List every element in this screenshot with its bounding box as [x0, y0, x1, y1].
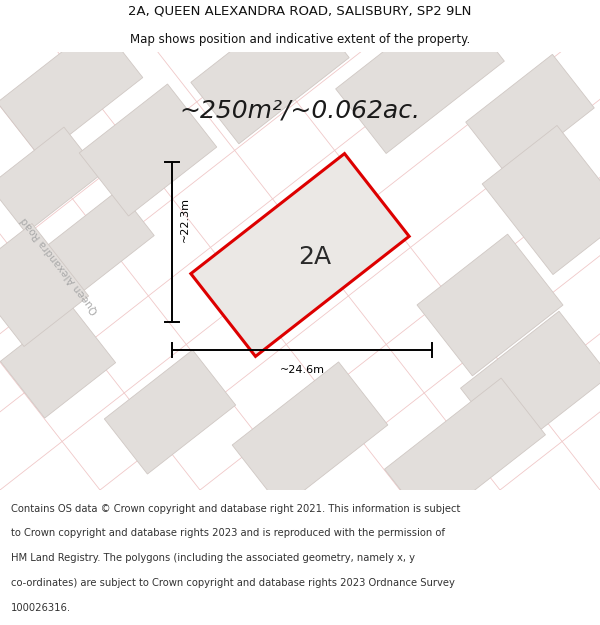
- Polygon shape: [482, 126, 600, 274]
- Text: Map shows position and indicative extent of the property.: Map shows position and indicative extent…: [130, 32, 470, 46]
- Text: ~22.3m: ~22.3m: [180, 197, 190, 242]
- Text: 2A: 2A: [298, 245, 332, 269]
- Polygon shape: [335, 0, 505, 154]
- Text: Queen Alexandra Road: Queen Alexandra Road: [19, 215, 101, 315]
- Text: 2A, QUEEN ALEXANDRA ROAD, SALISBURY, SP2 9LN: 2A, QUEEN ALEXANDRA ROAD, SALISBURY, SP2…: [128, 5, 472, 18]
- Text: ~250m²/~0.062ac.: ~250m²/~0.062ac.: [179, 98, 421, 122]
- Polygon shape: [1, 306, 116, 418]
- Text: co-ordinates) are subject to Crown copyright and database rights 2023 Ordnance S: co-ordinates) are subject to Crown copyr…: [11, 578, 455, 588]
- Polygon shape: [104, 350, 236, 474]
- Polygon shape: [79, 84, 217, 216]
- Text: ~24.6m: ~24.6m: [280, 365, 325, 375]
- Polygon shape: [0, 127, 101, 233]
- Polygon shape: [417, 234, 563, 376]
- Polygon shape: [0, 22, 143, 158]
- Polygon shape: [461, 311, 600, 452]
- Polygon shape: [191, 154, 409, 356]
- Text: HM Land Registry. The polygons (including the associated geometry, namely x, y: HM Land Registry. The polygons (includin…: [11, 554, 415, 564]
- Text: 100026316.: 100026316.: [11, 603, 71, 613]
- Polygon shape: [232, 362, 388, 508]
- Polygon shape: [191, 0, 349, 144]
- Text: Contains OS data © Crown copyright and database right 2021. This information is : Contains OS data © Crown copyright and d…: [11, 504, 460, 514]
- Polygon shape: [466, 54, 594, 176]
- Polygon shape: [385, 378, 545, 526]
- Polygon shape: [0, 224, 89, 346]
- Text: to Crown copyright and database rights 2023 and is reproduced with the permissio: to Crown copyright and database rights 2…: [11, 529, 445, 539]
- Polygon shape: [36, 190, 154, 300]
